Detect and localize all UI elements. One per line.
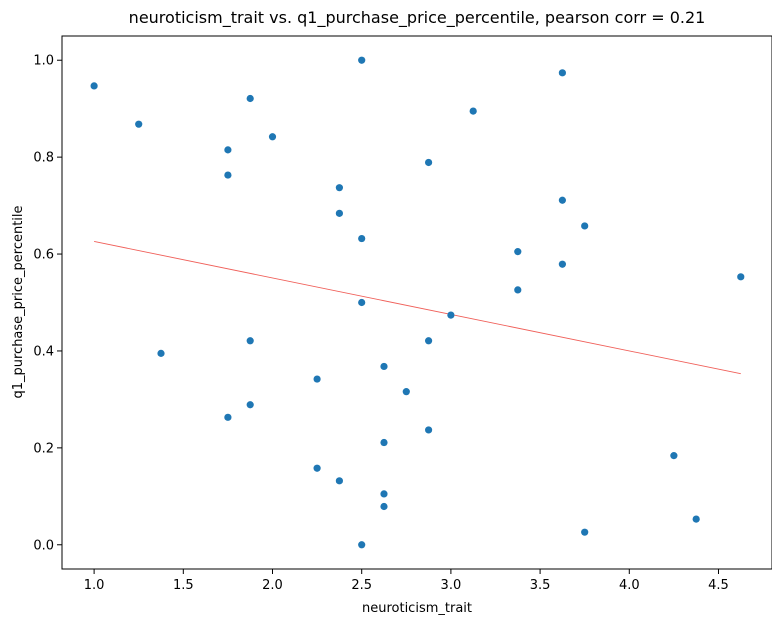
data-point [737,273,745,281]
x-tick-label: 2.0 [262,578,283,593]
x-tick-label: 3.0 [441,578,462,593]
x-tick-label: 3.5 [530,578,551,593]
data-point [380,362,388,371]
data-point [246,401,254,409]
x-tick-label: 4.5 [708,578,729,593]
data-point [358,234,366,243]
data-point [268,133,277,141]
data-point [424,426,433,434]
data-point [514,286,522,294]
plot-area [61,35,772,570]
y-axis-label: q1_purchase_price_percentile [11,205,26,398]
y-tick-label: 0.0 [33,538,54,553]
x-axis: 1.0 1.5 2.0 2.5 3.0 3.5 4.0 4.5 [84,569,729,593]
data-point [157,349,165,357]
data-point [335,209,343,217]
y-tick-label: 0.6 [33,248,54,263]
data-point [558,260,566,268]
data-point [581,222,589,230]
data-point [514,248,522,256]
data-point [469,107,477,115]
x-tick-label: 4.0 [619,578,640,593]
data-point [380,490,388,498]
y-tick-label: 0.8 [33,151,54,166]
data-point [313,375,321,383]
data-point [90,82,98,90]
x-tick-label: 1.0 [84,578,105,593]
data-point [380,438,388,447]
data-point [224,146,232,154]
data-point [558,69,566,77]
x-tick-label: 1.5 [173,578,194,593]
x-axis-label: neuroticism_trait [362,601,472,616]
data-point [313,464,321,472]
chart-title: neuroticism_trait vs. q1_purchase_price_… [129,8,706,28]
y-tick-label: 0.4 [33,344,54,359]
y-axis: 0.0 0.2 0.4 0.6 0.8 1.0 [33,54,62,553]
data-point [224,171,232,179]
data-point [380,502,388,511]
data-point [358,298,366,307]
data-point [424,337,433,345]
y-tick-label: 1.0 [33,54,54,69]
data-points [90,56,745,549]
data-point [335,477,343,485]
data-point [246,94,254,103]
data-point [224,413,232,421]
data-point [246,337,254,345]
data-point [447,311,455,319]
x-tick-label: 2.5 [351,578,372,593]
data-point [670,452,678,460]
data-point [358,541,366,549]
plot-frame [61,35,772,570]
data-point [581,528,589,536]
trend-line [94,241,741,375]
data-point [402,388,410,396]
data-point [135,120,143,128]
data-point [358,56,366,64]
y-tick-label: 0.2 [33,441,54,456]
data-point [692,515,700,523]
data-point [424,158,433,167]
data-point [558,196,566,204]
data-point [335,184,343,192]
